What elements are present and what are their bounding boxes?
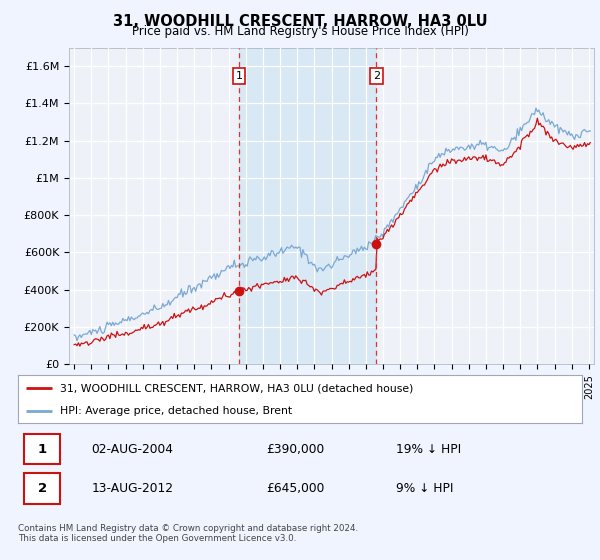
Text: 9% ↓ HPI: 9% ↓ HPI <box>396 482 454 495</box>
FancyBboxPatch shape <box>23 474 60 504</box>
Bar <box>239 48 376 364</box>
Text: 13-AUG-2012: 13-AUG-2012 <box>91 482 173 495</box>
Text: 02-AUG-2004: 02-AUG-2004 <box>91 442 173 456</box>
Text: 1: 1 <box>38 442 47 456</box>
Text: 1: 1 <box>236 71 242 81</box>
Text: 2: 2 <box>373 71 380 81</box>
Text: HPI: Average price, detached house, Brent: HPI: Average price, detached house, Bren… <box>60 406 292 416</box>
Text: Price paid vs. HM Land Registry's House Price Index (HPI): Price paid vs. HM Land Registry's House … <box>131 25 469 38</box>
Text: Contains HM Land Registry data © Crown copyright and database right 2024.
This d: Contains HM Land Registry data © Crown c… <box>18 524 358 543</box>
Text: £390,000: £390,000 <box>266 442 325 456</box>
FancyBboxPatch shape <box>23 434 60 464</box>
Text: 31, WOODHILL CRESCENT, HARROW, HA3 0LU (detached house): 31, WOODHILL CRESCENT, HARROW, HA3 0LU (… <box>60 383 413 393</box>
Text: £645,000: £645,000 <box>266 482 325 495</box>
Text: 31, WOODHILL CRESCENT, HARROW, HA3 0LU: 31, WOODHILL CRESCENT, HARROW, HA3 0LU <box>113 14 487 29</box>
Text: 19% ↓ HPI: 19% ↓ HPI <box>396 442 461 456</box>
Text: 2: 2 <box>38 482 47 495</box>
